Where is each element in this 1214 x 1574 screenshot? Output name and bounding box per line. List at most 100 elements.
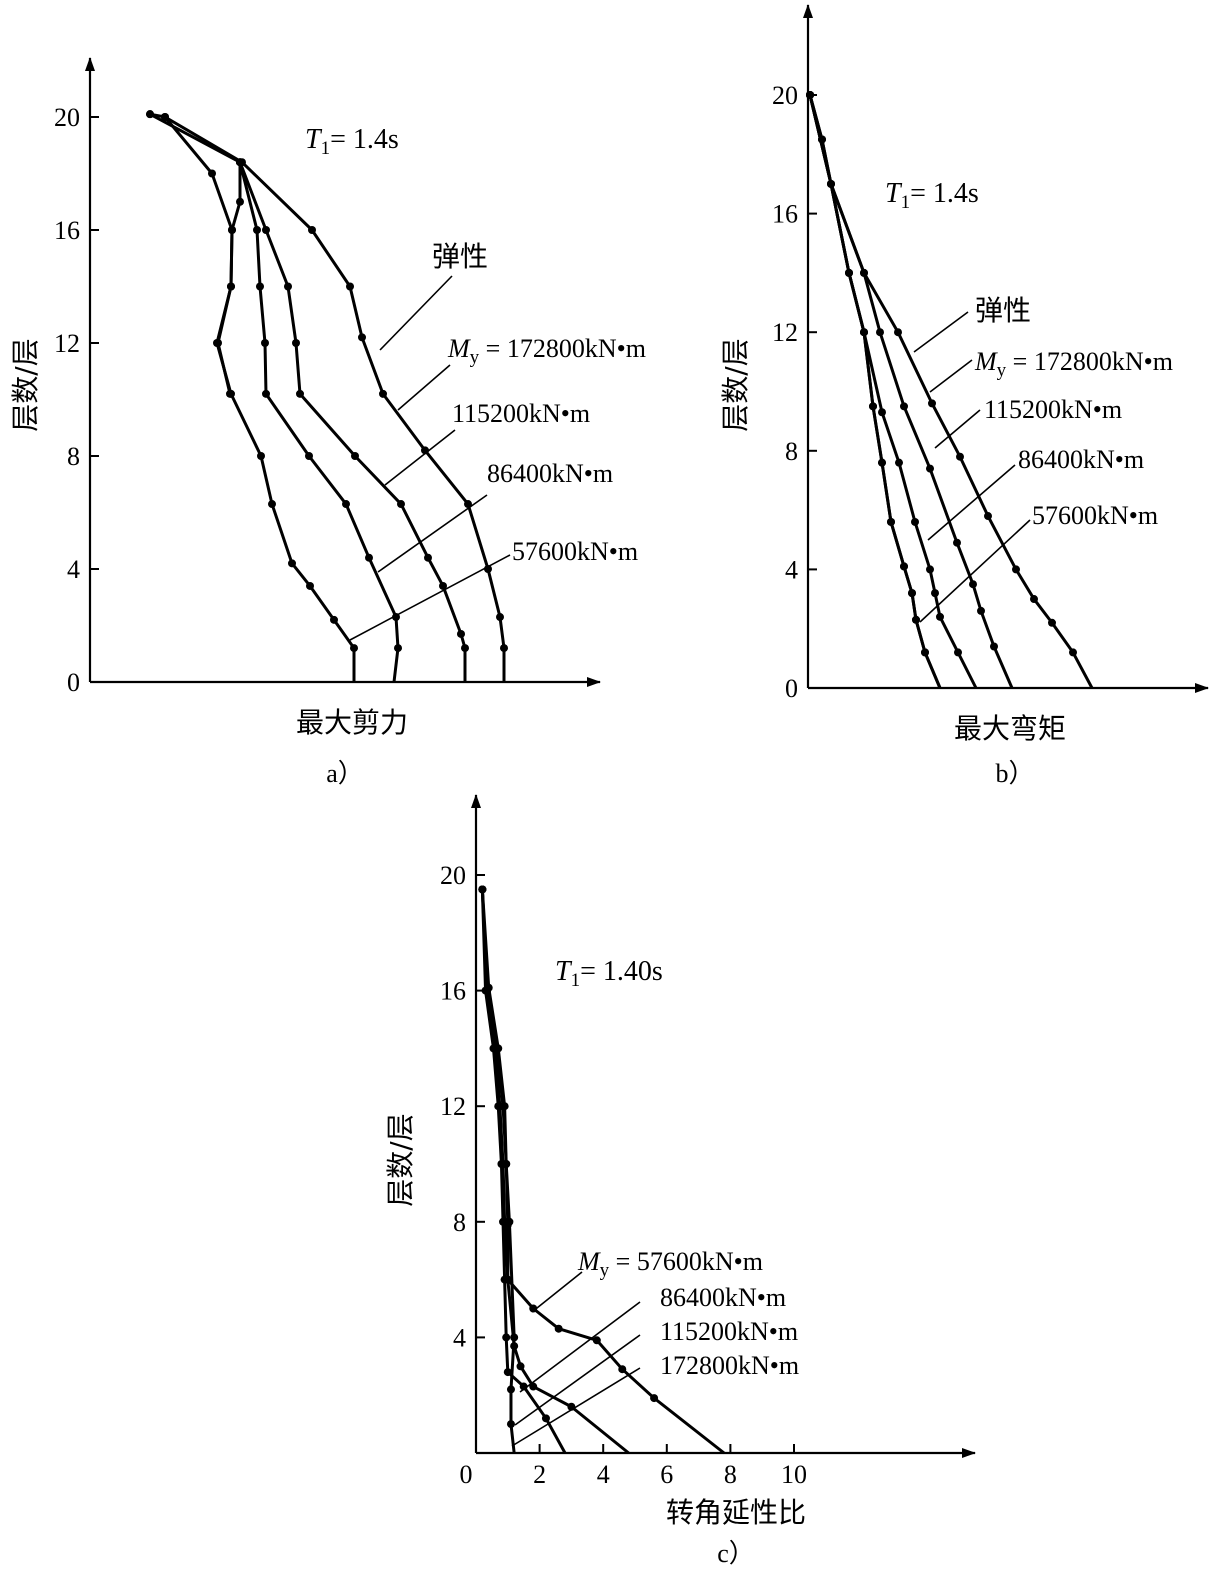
chart-b-series-4-point — [806, 91, 814, 99]
chart-c-series-3-line — [480, 889, 516, 1454]
chart-a-series-4-line — [149, 112, 234, 395]
chart-c-series-2-point — [499, 1217, 508, 1226]
chart-a-series-3-point — [288, 559, 296, 568]
chart-b-ytick-label: 8 — [785, 437, 798, 466]
chart-b-leader-86400 — [927, 464, 1016, 541]
chart-a-series-1-point — [292, 339, 300, 347]
chart-c-curves — [478, 885, 725, 1455]
chart-a-series-2-point — [262, 389, 270, 398]
chart-b-series-label-172800: My = 172800kN•m — [974, 347, 1173, 381]
chart-c-panel-label: c） — [717, 1539, 755, 1568]
chart-a-series-label-86400: 86400kN•m — [487, 459, 613, 488]
chart-b-ytick-label: 4 — [785, 555, 798, 584]
chart-a-series-1-point — [284, 282, 292, 291]
chart-a-ytick-label: 4 — [67, 555, 80, 584]
chart-b-series-0-point — [894, 328, 902, 337]
chart-b-series-1-point — [860, 268, 868, 277]
chart-a-series-1-point — [262, 226, 270, 234]
chart-c-xtick-label: 2 — [533, 1460, 546, 1489]
chart-a-panel-label: a） — [326, 759, 364, 788]
chart-c-leader-57600 — [531, 1271, 583, 1313]
chart-a-series-3-point — [236, 158, 244, 167]
chart-c-series-2-point — [541, 1414, 550, 1423]
chart-c-series-3-point — [510, 1333, 519, 1342]
chart-c-ytick-label: 16 — [440, 977, 466, 1006]
chart-b-curves — [806, 91, 1094, 689]
chart-a-series-2-point — [253, 226, 261, 234]
chart-a-ytick-label: 12 — [54, 329, 80, 358]
chart-c-ytick-label: 4 — [453, 1323, 466, 1352]
chart-b-series-4-point — [818, 135, 826, 144]
chart-c-series-label-172800: 172800kN•m — [660, 1351, 799, 1380]
chart-b-series-2-point — [936, 612, 944, 621]
chart-c-series-3-point — [478, 885, 487, 894]
chart-a-series-1-point — [461, 644, 469, 653]
chart-c-series-1-point — [516, 1362, 525, 1371]
chart-b-series-4-point — [878, 458, 886, 467]
chart-c-series-label-57600: My = 57600kN•m — [577, 1247, 763, 1281]
chart-c-series-3-point — [483, 986, 492, 995]
chart-a-series-4-point — [214, 339, 222, 347]
chart-a-series-4-point — [228, 226, 236, 234]
chart-b-panel-label: b） — [995, 759, 1034, 788]
chart-c-xtick-label: 0 — [460, 1460, 473, 1489]
chart-b-series-2-point — [931, 589, 939, 598]
chart-a-series-1-point — [424, 553, 432, 562]
chart-b-series-0-point — [1012, 565, 1020, 574]
chart-b-series-4-point — [887, 517, 895, 526]
chart-a-series-label-115200: 115200kN•m — [452, 399, 590, 428]
chart-c-series-0-point — [592, 1336, 601, 1345]
chart-a-series-4-point — [227, 282, 235, 291]
chart-a-series-1-point — [351, 452, 359, 460]
chart-b-ytick-label: 12 — [772, 318, 798, 347]
chart-c-series-0-point — [650, 1394, 659, 1403]
chart-b-period-annotation: T1= 1.4s — [885, 178, 979, 213]
chart-c-leader-115200 — [514, 1334, 641, 1426]
chart-c-series-2-point — [502, 1333, 511, 1342]
chart-a-series-2-point — [261, 339, 269, 347]
chart-b-series-1-point — [926, 464, 934, 473]
chart-b-series-4-point — [900, 562, 908, 571]
chart-c-x-label: 转角延性比 — [666, 1496, 806, 1529]
chart-b-series-1-point — [990, 642, 998, 651]
chart-c-ytick-label: 12 — [440, 1092, 466, 1121]
chart-b-y-label: 层数/层 — [719, 338, 752, 431]
chart-a-series-0-point — [496, 613, 504, 622]
chart-a-series-3-point — [268, 500, 276, 509]
chart-a-series-4-point — [208, 169, 216, 178]
chart-c-xtick-label: 10 — [781, 1460, 807, 1489]
chart-b-leader-57600 — [919, 519, 1031, 623]
chart-a: 0 4 8 12 16 20 层数/层 最大剪力 a） T1= 1.4s 弹性 My = … — [9, 57, 646, 788]
chart-c-series-label-86400: 86400kN•m — [660, 1283, 786, 1312]
chart-c-leader-86400 — [519, 1301, 641, 1393]
chart-c-series-3-point — [506, 1385, 515, 1394]
chart-a-series-1-line — [149, 112, 467, 682]
chart-b-series-4-point — [860, 328, 868, 337]
chart-a-series-0-point — [379, 389, 387, 398]
chart-a-series-3-point — [257, 452, 265, 460]
chart-a-series-3-point — [306, 581, 314, 590]
chart-a-series-label-elastic: 弹性 — [432, 240, 488, 273]
chart-c-series-2-point — [500, 1275, 509, 1284]
chart-a-leader-86400 — [377, 494, 488, 573]
chart-a-leader-elastic — [379, 275, 453, 351]
chart-a-series-3-point — [350, 644, 358, 653]
chart-b-series-2-point — [954, 648, 962, 657]
chart-a-x-label: 最大剪力 — [296, 706, 408, 739]
chart-a-series-1-point — [397, 500, 405, 509]
chart-b-series-0-point — [956, 452, 964, 461]
chart-c-series-2-point — [503, 1368, 512, 1377]
chart-c-series-0-point — [554, 1324, 563, 1333]
chart-a-leader-57600 — [349, 554, 511, 641]
chart-b: 0 4 8 12 16 20 层数/层 最大弯矩 b） T1= 1.4s 弹性 My = … — [719, 4, 1209, 788]
chart-b-series-label-115200: 115200kN•m — [984, 395, 1122, 424]
chart-a-series-1-point — [296, 389, 304, 398]
chart-b-series-label-86400: 86400kN•m — [1018, 445, 1144, 474]
chart-b-series-2-point — [895, 458, 903, 467]
chart-b-series-0-point — [928, 399, 936, 408]
chart-a-series-2-point — [342, 500, 350, 509]
chart-a-leader-172800 — [397, 364, 451, 411]
chart-c-ticks: 4 8 12 16 20 0 2 4 6 8 10 — [440, 861, 807, 1489]
chart-a-series-3-point — [330, 615, 338, 624]
